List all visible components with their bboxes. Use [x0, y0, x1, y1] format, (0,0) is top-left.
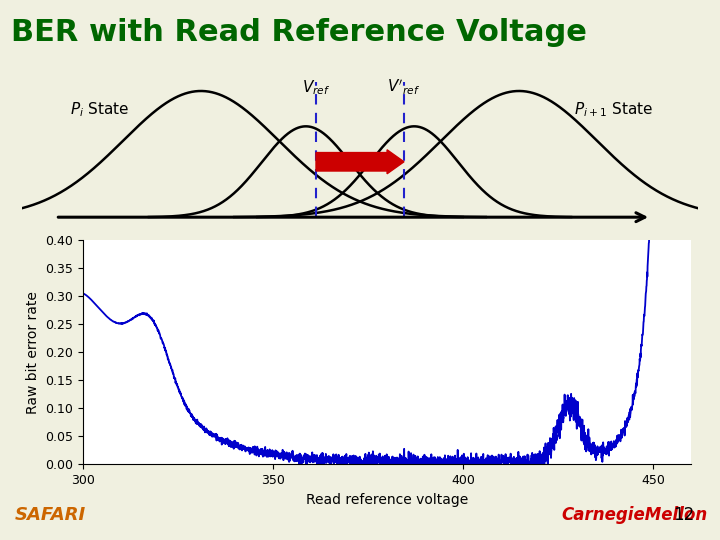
Text: CarnegieMellon: CarnegieMellon [562, 506, 708, 524]
Text: SAFARI: SAFARI [14, 506, 86, 524]
FancyArrow shape [316, 150, 404, 174]
X-axis label: Read reference voltage: Read reference voltage [306, 492, 468, 507]
Text: $P_{i+1}$ State: $P_{i+1}$ State [575, 100, 653, 119]
Text: $V_{ref}$: $V_{ref}$ [302, 78, 330, 97]
Text: BER with Read Reference Voltage: BER with Read Reference Voltage [11, 18, 587, 47]
Y-axis label: Raw bit error rate: Raw bit error rate [25, 291, 40, 414]
Text: 12: 12 [673, 506, 695, 524]
Text: $P_i$ State: $P_i$ State [70, 100, 129, 119]
Text: $V'_{ref}$: $V'_{ref}$ [387, 78, 420, 97]
